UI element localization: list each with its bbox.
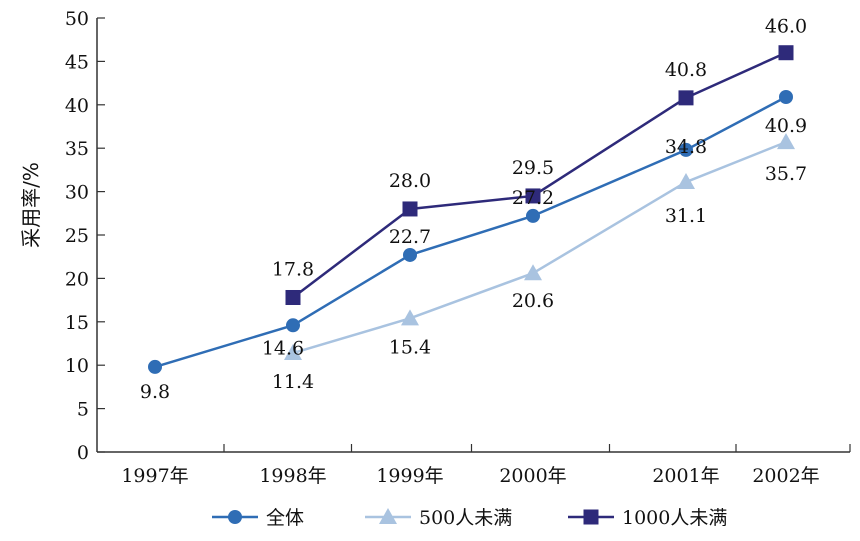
- legend-marker-3: [583, 509, 599, 525]
- legend-label: 全体: [266, 507, 304, 529]
- y-tick-label: 30: [65, 182, 89, 204]
- series-3-point: [285, 289, 301, 305]
- data-labels: 9.8 14.6 22.7 27.2 34.8 40.9 11.4 15.4 20.6 31.1 3…: [140, 16, 807, 403]
- series-2-point: [524, 264, 542, 281]
- y-tick-label: 15: [65, 312, 89, 334]
- data-label: 11.4: [272, 371, 314, 393]
- y-tick-label: 25: [65, 225, 89, 247]
- x-tick-label: 2001年: [652, 465, 719, 487]
- series-3-point: [525, 188, 541, 204]
- series-1-point: [526, 208, 540, 223]
- y-tick-label: 40: [65, 95, 89, 117]
- y-tick-label: 20: [65, 268, 89, 290]
- data-label: 40.9: [765, 115, 807, 137]
- series-line-1: [154, 95, 787, 369]
- x-tick-label: 2002年: [752, 465, 819, 487]
- x-tick-label: 1997年: [121, 465, 188, 487]
- data-label: 46.0: [765, 16, 807, 38]
- series-1-point: [148, 359, 162, 374]
- y-axis-label: 采用率/%: [19, 162, 43, 248]
- x-tick-label: 2000年: [499, 465, 566, 487]
- data-label: 27.2: [512, 187, 554, 209]
- y-axis-ticks: 0 5 10 15 20 25 30 35 40 45 50: [65, 8, 105, 464]
- data-label: 34.8: [665, 136, 707, 158]
- legend: 全体 500人未满 1000人未满: [212, 507, 727, 529]
- data-label: 14.6: [262, 337, 304, 359]
- data-label: 40.8: [665, 59, 707, 81]
- y-tick-label: 45: [65, 51, 89, 73]
- series-1-point: [286, 318, 300, 333]
- series-1-point: [403, 247, 417, 262]
- series-2-point: [401, 309, 419, 326]
- legend-label: 500人未满: [419, 507, 512, 529]
- data-label: 15.4: [389, 336, 431, 358]
- data-label: 28.0: [389, 170, 431, 192]
- data-label: 29.5: [512, 157, 554, 179]
- legend-marker-1: [228, 510, 242, 524]
- data-label: 9.8: [140, 381, 170, 403]
- y-tick-label: 50: [65, 8, 89, 30]
- series-2-point: [777, 133, 795, 150]
- data-label: 22.7: [389, 226, 431, 248]
- x-tick-label: 1998年: [259, 465, 326, 487]
- series-1-point: [779, 89, 793, 104]
- x-axis-ticks: 1997年 1998年 1999年 2000年 2001年 2002年: [121, 444, 851, 487]
- series-3-point: [778, 45, 794, 61]
- series-3-point: [402, 201, 418, 217]
- series-2-point: [284, 344, 302, 361]
- y-tick-label: 5: [77, 399, 89, 421]
- data-label: 35.7: [765, 163, 807, 185]
- data-label: 17.8: [272, 258, 314, 280]
- series-3-point: [678, 90, 694, 106]
- series-1-point: [679, 142, 693, 157]
- series-2-point: [677, 173, 695, 190]
- data-label: 31.1: [665, 205, 707, 227]
- y-tick-label: 10: [65, 355, 89, 377]
- y-tick-label: 35: [65, 138, 89, 160]
- x-tick-label: 1999年: [376, 465, 443, 487]
- y-tick-label: 0: [77, 442, 89, 464]
- series-markers: [148, 45, 795, 374]
- legend-marker-2: [379, 508, 397, 524]
- legend-label: 1000人未满: [622, 507, 727, 529]
- data-label: 20.6: [512, 290, 554, 312]
